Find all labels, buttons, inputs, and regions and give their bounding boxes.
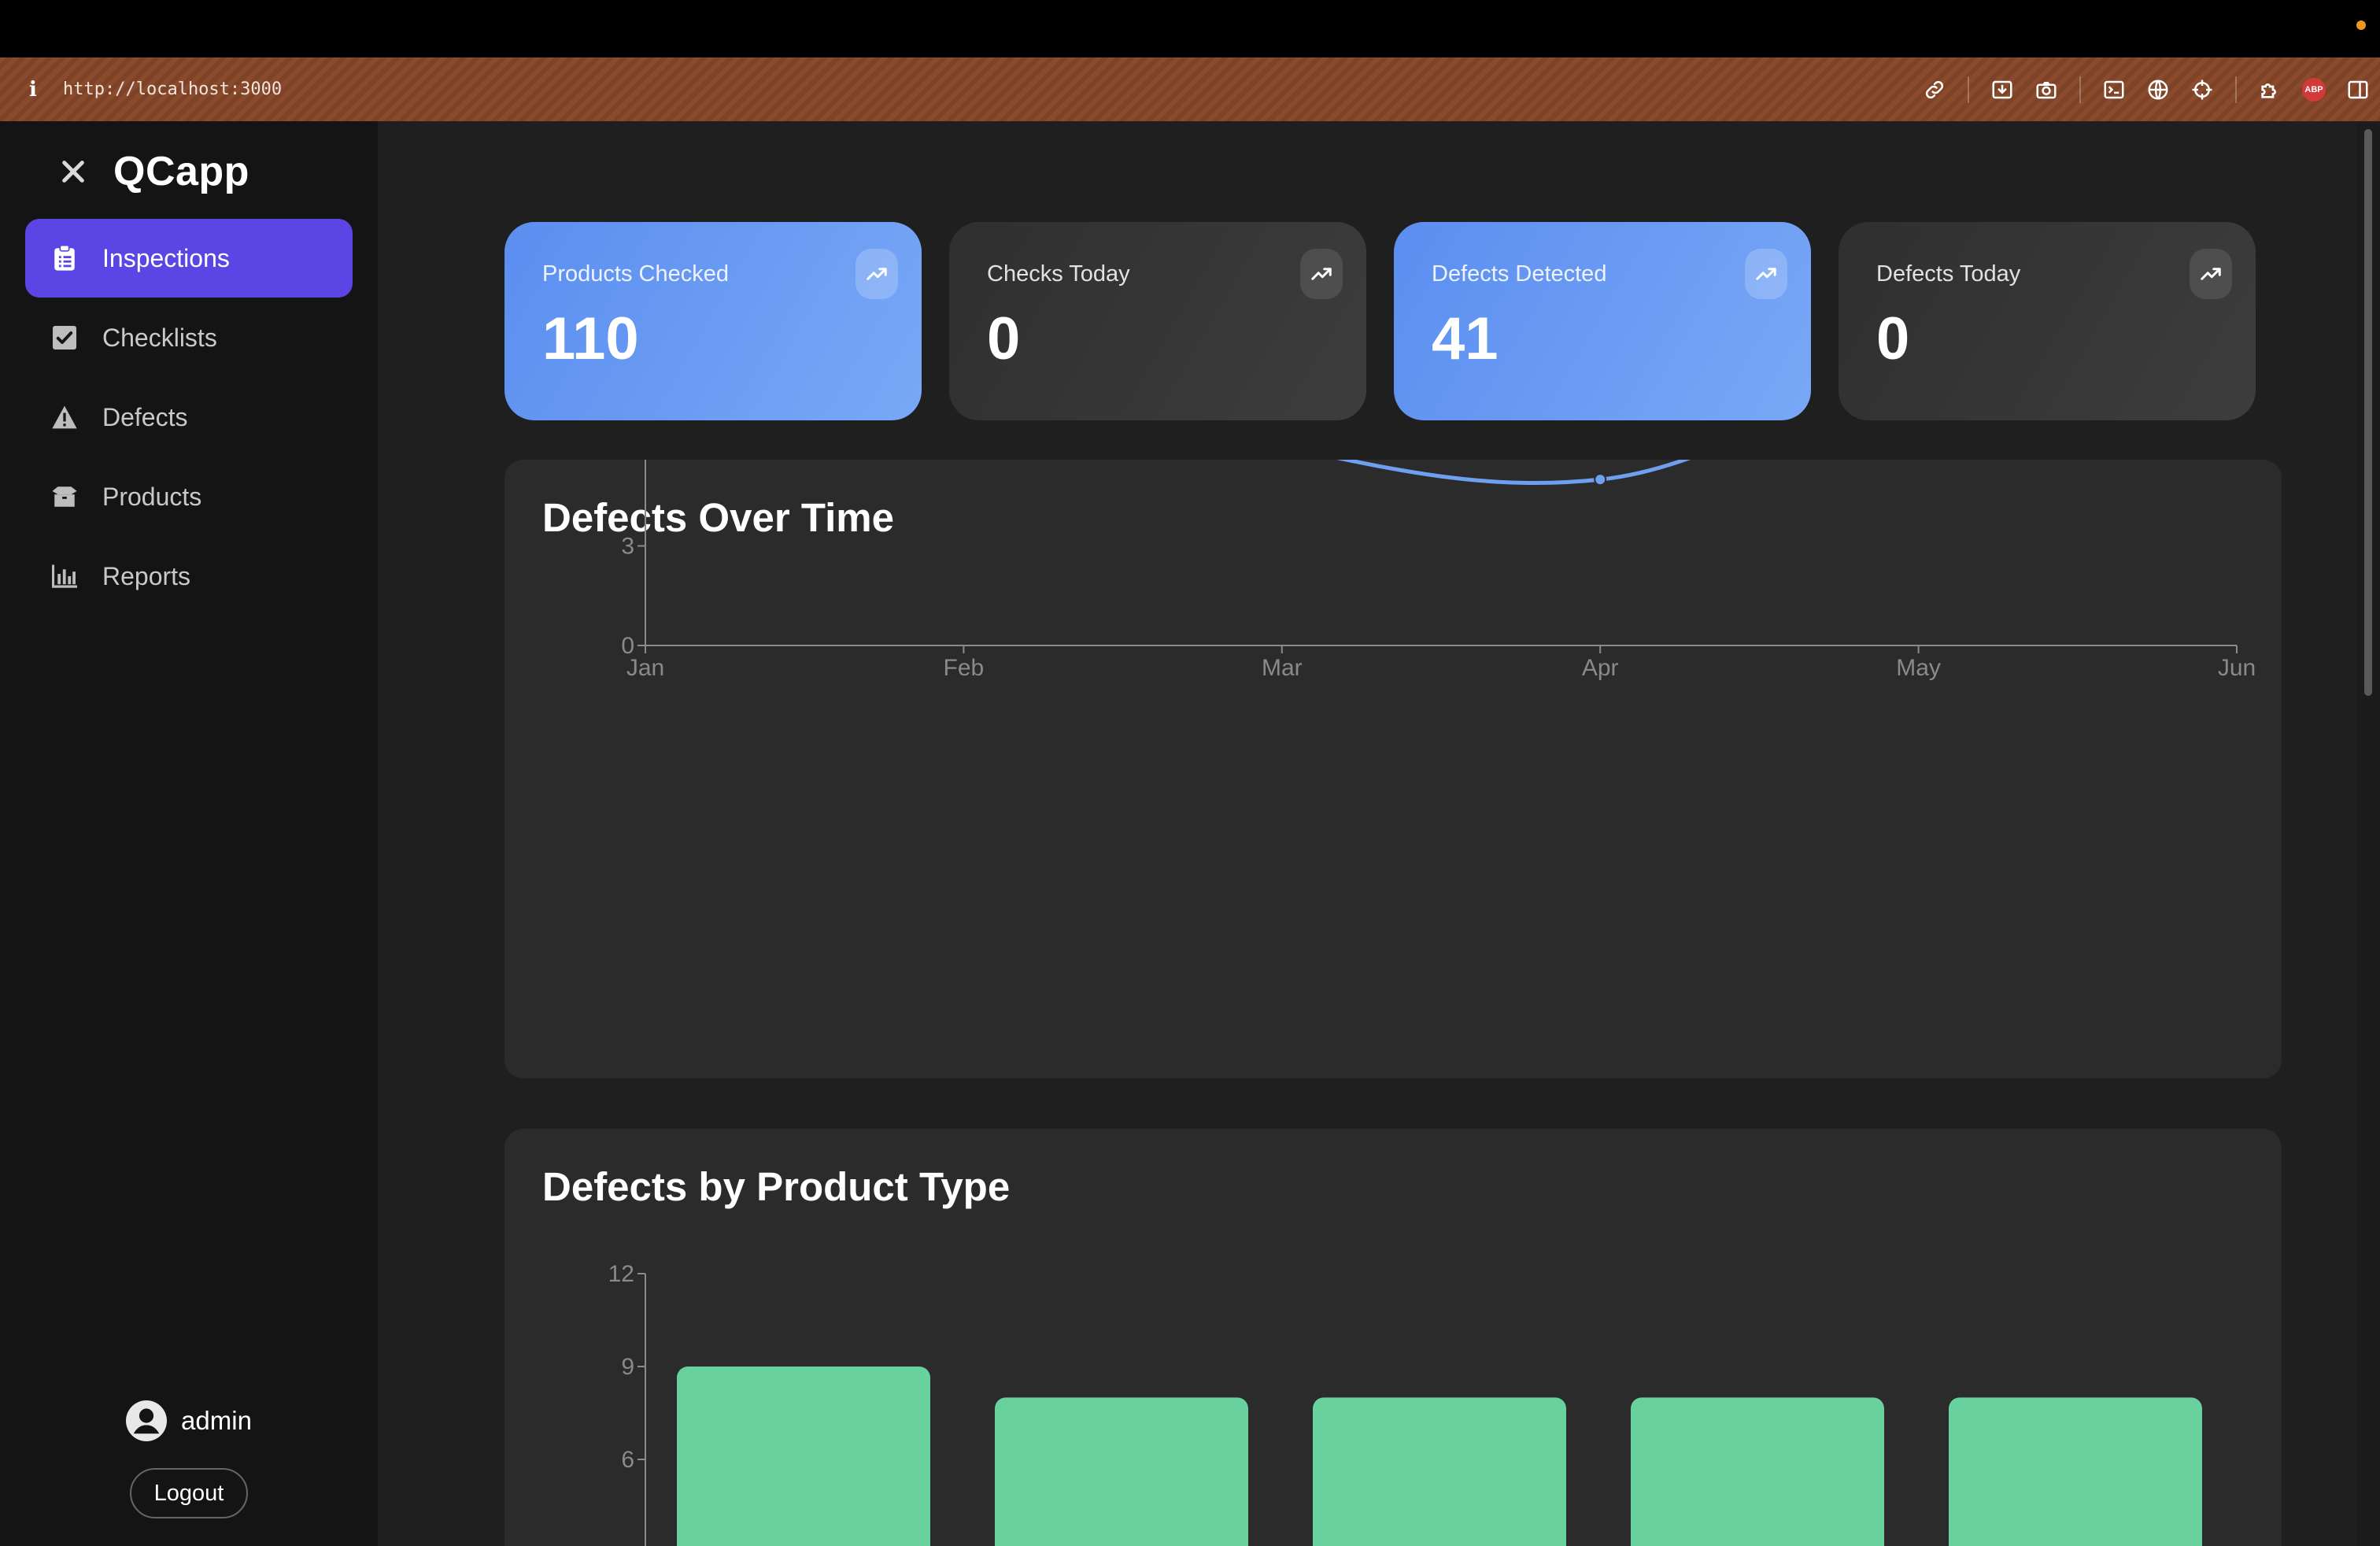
sidebar-item-label: Inspections — [102, 243, 230, 272]
screenshot-save-icon[interactable] — [1980, 57, 2024, 121]
stat-card-checks-today[interactable]: Checks Today 0 — [949, 222, 1366, 420]
scrollbar-thumb[interactable] — [2364, 129, 2372, 696]
stat-card-defects-today[interactable]: Defects Today 0 — [1839, 222, 2256, 420]
sidebar-item-products[interactable]: Products — [25, 457, 353, 536]
x-tick-label: Jan — [626, 655, 664, 681]
x-tick-label: Jun — [2218, 655, 2256, 681]
sidebar-toggle-icon[interactable] — [2336, 57, 2380, 121]
sidebar-nav: Inspections Checklists Defects Products … — [25, 219, 353, 616]
sidebar-item-label: Reports — [102, 561, 191, 590]
stat-label: Defects Detected — [1432, 261, 1607, 287]
bar-chart-icon — [50, 562, 79, 590]
bar — [1949, 1397, 2202, 1546]
chart-title: Defects by Product Type — [542, 1164, 1011, 1209]
bar — [1631, 1397, 1884, 1546]
trending-up-icon — [2190, 249, 2232, 299]
box-icon — [50, 483, 79, 511]
crosshair-icon[interactable] — [2180, 57, 2224, 121]
trending-up-icon — [856, 249, 898, 299]
checkbox-icon — [50, 324, 79, 352]
url-text[interactable]: http://localhost:3000 — [63, 80, 283, 99]
trending-up-icon — [1745, 249, 1787, 299]
stat-label: Defects Today — [1876, 261, 2021, 287]
stat-value: 41 — [1432, 305, 1499, 372]
sidebar-item-label: Products — [102, 482, 202, 511]
stat-label: Checks Today — [987, 261, 1130, 287]
brand: QCapp — [55, 148, 249, 195]
sidebar-item-label: Defects — [102, 402, 188, 431]
y-tick-label: 0 — [621, 633, 634, 659]
bar-chart: 12 9 6 — [608, 1261, 2202, 1546]
x-tick-label: Feb — [944, 655, 985, 681]
clipboard-icon — [50, 244, 79, 272]
bar — [1313, 1397, 1566, 1546]
y-tick-label: 12 — [608, 1261, 634, 1287]
x-tick-label: May — [1896, 655, 1941, 681]
trending-up-icon — [1300, 249, 1343, 299]
sidebar-item-inspections[interactable]: Inspections — [25, 219, 353, 298]
stat-value: 110 — [542, 305, 639, 372]
sidebar-item-checklists[interactable]: Checklists — [25, 298, 353, 377]
sidebar-item-defects[interactable]: Defects — [25, 378, 353, 457]
sidebar: QCapp Inspections Checklists Defects Pro… — [0, 121, 378, 1546]
y-tick-label: 9 — [621, 1354, 634, 1380]
scrollbar[interactable] — [2356, 121, 2380, 1546]
toolbar-divider — [2079, 76, 2081, 103]
chart-title: Defects Over Time — [542, 495, 894, 540]
warning-icon — [50, 403, 79, 431]
brand-name: QCapp — [113, 149, 249, 194]
info-icon[interactable]: i — [29, 77, 37, 102]
user-avatar-icon — [126, 1400, 168, 1441]
stat-value: 0 — [987, 305, 1021, 372]
logout-button[interactable]: Logout — [130, 1468, 248, 1518]
user-name: admin — [181, 1406, 252, 1435]
data-point — [1594, 473, 1607, 486]
defects-over-time-card: Defects Over Time 036912JanFebMarAprMayJ… — [504, 460, 2282, 1078]
browser-address-bar: i http://localhost:3000 ABP — [0, 57, 2380, 121]
camera-icon[interactable] — [2024, 57, 2068, 121]
series-line — [1336, 460, 1691, 486]
stat-card-products-checked[interactable]: Products Checked 110 — [504, 222, 922, 420]
toolbar-divider — [1968, 76, 1969, 103]
extensions-icon[interactable] — [2248, 57, 2292, 121]
terminal-icon[interactable] — [2092, 57, 2136, 121]
line-chart: 036912JanFebMarAprMayJun — [621, 460, 2256, 681]
stat-label: Products Checked — [542, 261, 729, 287]
defects-by-product-type-card: Defects by Product Type 12 9 6 — [504, 1129, 2282, 1546]
toolbar-divider — [2235, 76, 2237, 103]
sidebar-item-label: Checklists — [102, 323, 217, 352]
adblock-icon[interactable]: ABP — [2292, 57, 2336, 121]
bar — [995, 1397, 1248, 1546]
main-content: Products Checked 110 Checks Today 0 Defe… — [378, 121, 2356, 1546]
close-icon[interactable] — [55, 153, 91, 190]
stat-value: 0 — [1876, 305, 1910, 372]
bar — [677, 1367, 930, 1546]
x-tick-label: Mar — [1262, 655, 1303, 681]
y-tick-label: 3 — [621, 534, 634, 560]
y-tick-label: 6 — [621, 1447, 634, 1473]
user-profile[interactable]: admin — [0, 1400, 378, 1441]
sidebar-item-reports[interactable]: Reports — [25, 537, 353, 616]
x-tick-label: Apr — [1582, 655, 1619, 681]
stat-card-defects-detected[interactable]: Defects Detected 41 — [1394, 222, 1811, 420]
os-menu-bar — [0, 0, 2380, 57]
notification-dot — [2356, 20, 2366, 30]
globe-icon[interactable] — [2136, 57, 2180, 121]
link-icon[interactable] — [1913, 57, 1957, 121]
browser-toolbar: ABP — [1913, 57, 2380, 121]
